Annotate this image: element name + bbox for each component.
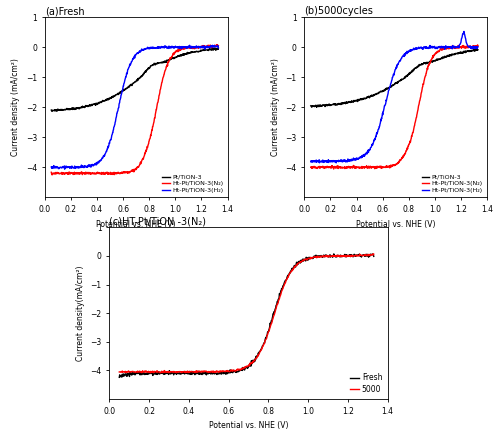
Text: (b)5000cycles: (b)5000cycles bbox=[304, 6, 373, 16]
Ht-Pt/TiON-3(H₂) bbox=[147, 45, 153, 51]
Fresh bbox=[182, 372, 188, 377]
Ht-Pt/TiON-3(H₂) bbox=[187, 43, 193, 48]
Pt/TiON-3 bbox=[314, 105, 320, 110]
Ht-Pt/TiON-3(N₂) bbox=[49, 172, 55, 178]
Ht-Pt/TiON-3(N₂) bbox=[308, 165, 314, 170]
Pt/TiON-3 bbox=[351, 99, 357, 104]
Ht-Pt/TiON-3(H₂) bbox=[337, 159, 343, 164]
Ht-Pt/TiON-3(N₂) bbox=[124, 170, 130, 175]
Ht-Pt/TiON-3(H₂) bbox=[124, 71, 130, 76]
Ht-Pt/TiON-3(H₂) bbox=[461, 29, 467, 34]
Ht-Pt/TiON-3(H₂) bbox=[434, 45, 440, 50]
Ht-Pt/TiON-3(H₂) bbox=[215, 45, 221, 51]
Line: Ht-Pt/TiON-3(N₂): Ht-Pt/TiON-3(N₂) bbox=[311, 45, 478, 169]
Pt/TiON-3 bbox=[337, 101, 343, 106]
Line: 5000: 5000 bbox=[119, 254, 374, 373]
Ht-Pt/TiON-3(H₂) bbox=[333, 160, 339, 166]
Ht-Pt/TiON-3(N₂) bbox=[215, 43, 221, 48]
Ht-Pt/TiON-3(H₂) bbox=[407, 48, 413, 53]
Ht-Pt/TiON-3(H₂) bbox=[351, 157, 357, 163]
5000 bbox=[162, 370, 167, 375]
Ht-Pt/TiON-3(N₂) bbox=[475, 44, 481, 49]
Text: (c)HT-Pt/TiON -3(N₂): (c)HT-Pt/TiON -3(N₂) bbox=[109, 217, 206, 227]
Legend: Fresh, 5000: Fresh, 5000 bbox=[348, 372, 384, 395]
Ht-Pt/TiON-3(H₂) bbox=[48, 164, 54, 169]
5000 bbox=[371, 251, 377, 257]
Fresh bbox=[116, 375, 122, 380]
Pt/TiON-3 bbox=[211, 45, 217, 51]
Pt/TiON-3 bbox=[160, 60, 166, 65]
5000 bbox=[370, 251, 376, 257]
Pt/TiON-3 bbox=[174, 54, 180, 59]
Line: Pt/TiON-3: Pt/TiON-3 bbox=[311, 49, 478, 107]
Y-axis label: Current density (mA/cm²): Current density (mA/cm²) bbox=[11, 58, 20, 156]
Pt/TiON-3 bbox=[91, 102, 97, 107]
Ht-Pt/TiON-3(N₂) bbox=[384, 163, 390, 168]
Ht-Pt/TiON-3(H₂) bbox=[308, 159, 314, 164]
Pt/TiON-3 bbox=[407, 71, 413, 76]
Pt/TiON-3 bbox=[124, 85, 130, 91]
Legend: Pt/TiON-3, Ht-Pt/TiON-3(N₂), Ht-Pt/TiON-3(H₂): Pt/TiON-3, Ht-Pt/TiON-3(N₂), Ht-Pt/TiON-… bbox=[420, 173, 484, 194]
Line: Pt/TiON-3: Pt/TiON-3 bbox=[51, 48, 218, 111]
X-axis label: Potential vs. NHE (V): Potential vs. NHE (V) bbox=[209, 421, 288, 429]
Ht-Pt/TiON-3(H₂) bbox=[91, 162, 97, 167]
Ht-Pt/TiON-3(H₂) bbox=[384, 97, 390, 102]
Fresh bbox=[162, 371, 167, 376]
Ht-Pt/TiON-3(N₂) bbox=[147, 136, 153, 141]
Ht-Pt/TiON-3(N₂) bbox=[351, 164, 357, 169]
Fresh bbox=[331, 251, 337, 257]
Line: Ht-Pt/TiON-3(H₂): Ht-Pt/TiON-3(H₂) bbox=[311, 31, 478, 163]
Line: Ht-Pt/TiON-3(N₂): Ht-Pt/TiON-3(N₂) bbox=[51, 45, 218, 175]
Ht-Pt/TiON-3(H₂) bbox=[174, 45, 180, 50]
Y-axis label: Current density (mA/cm²): Current density (mA/cm²) bbox=[271, 58, 280, 156]
Pt/TiON-3 bbox=[434, 57, 440, 62]
Ht-Pt/TiON-3(N₂) bbox=[78, 169, 84, 175]
5000 bbox=[147, 370, 153, 375]
X-axis label: Potential vs. NHE (V): Potential vs. NHE (V) bbox=[356, 220, 435, 229]
Ht-Pt/TiON-3(H₂) bbox=[419, 45, 425, 50]
Ht-Pt/TiON-3(N₂) bbox=[214, 42, 220, 47]
Fresh bbox=[308, 256, 314, 261]
Fresh bbox=[286, 271, 292, 276]
Pt/TiON-3 bbox=[78, 105, 84, 110]
Y-axis label: Current density(mA/cm²): Current density(mA/cm²) bbox=[76, 266, 85, 361]
5000 bbox=[232, 369, 238, 374]
5000 bbox=[116, 369, 122, 375]
Pt/TiON-3 bbox=[474, 47, 480, 52]
Ht-Pt/TiON-3(N₂) bbox=[91, 170, 97, 175]
Fresh bbox=[232, 369, 238, 374]
5000 bbox=[287, 271, 293, 276]
Pt/TiON-3 bbox=[49, 109, 55, 114]
Fresh bbox=[266, 326, 272, 332]
Ht-Pt/TiON-3(N₂) bbox=[174, 48, 180, 54]
Text: (a)Fresh: (a)Fresh bbox=[45, 6, 84, 16]
Pt/TiON-3 bbox=[147, 65, 153, 70]
5000 bbox=[182, 369, 188, 374]
Line: Ht-Pt/TiON-3(H₂): Ht-Pt/TiON-3(H₂) bbox=[51, 45, 218, 169]
Ht-Pt/TiON-3(H₂) bbox=[475, 44, 481, 49]
Fresh bbox=[371, 254, 377, 259]
5000 bbox=[308, 256, 314, 261]
Pt/TiON-3 bbox=[475, 47, 481, 52]
Ht-Pt/TiON-3(N₂) bbox=[331, 166, 336, 172]
Pt/TiON-3 bbox=[384, 87, 390, 92]
Ht-Pt/TiON-3(N₂) bbox=[434, 50, 440, 55]
Legend: Pt/TiON-3, Ht-Pt/TiON-3(N₂), Ht-Pt/TiON-3(H₂): Pt/TiON-3, Ht-Pt/TiON-3(N₂), Ht-Pt/TiON-… bbox=[161, 173, 224, 194]
X-axis label: Potential vs. NHE (V): Potential vs. NHE (V) bbox=[96, 220, 176, 229]
Ht-Pt/TiON-3(H₂) bbox=[160, 44, 166, 49]
Pt/TiON-3 bbox=[419, 61, 425, 66]
Ht-Pt/TiON-3(N₂) bbox=[475, 42, 481, 48]
Ht-Pt/TiON-3(H₂) bbox=[78, 165, 84, 170]
Ht-Pt/TiON-3(N₂) bbox=[407, 141, 413, 146]
Line: Fresh: Fresh bbox=[119, 254, 374, 378]
Pt/TiON-3 bbox=[215, 45, 221, 51]
Ht-Pt/TiON-3(N₂) bbox=[48, 170, 54, 175]
Ht-Pt/TiON-3(N₂) bbox=[337, 164, 343, 169]
Ht-Pt/TiON-3(N₂) bbox=[419, 85, 425, 90]
Pt/TiON-3 bbox=[48, 107, 54, 112]
5000 bbox=[267, 326, 273, 331]
Pt/TiON-3 bbox=[308, 103, 314, 109]
Ht-Pt/TiON-3(H₂) bbox=[62, 166, 68, 172]
Ht-Pt/TiON-3(N₂) bbox=[160, 75, 166, 80]
